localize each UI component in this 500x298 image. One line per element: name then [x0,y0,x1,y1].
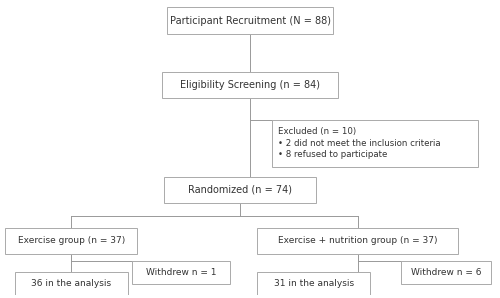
FancyBboxPatch shape [5,228,138,254]
Text: 36 in the analysis: 36 in the analysis [31,279,111,288]
Text: 31 in the analysis: 31 in the analysis [274,279,354,288]
Text: Randomized (n = 74): Randomized (n = 74) [188,185,292,195]
FancyBboxPatch shape [272,120,478,167]
Text: Participant Recruitment (N = 88): Participant Recruitment (N = 88) [170,15,330,26]
Text: Exercise + nutrition group (n = 37): Exercise + nutrition group (n = 37) [278,237,438,246]
FancyBboxPatch shape [132,260,230,284]
Text: Withdrew n = 1: Withdrew n = 1 [146,268,216,277]
Text: Exercise group (n = 37): Exercise group (n = 37) [18,237,125,246]
FancyBboxPatch shape [400,260,492,284]
FancyBboxPatch shape [258,228,458,254]
FancyBboxPatch shape [166,7,334,34]
FancyBboxPatch shape [164,177,316,203]
FancyBboxPatch shape [15,272,128,295]
FancyBboxPatch shape [162,72,338,98]
Text: Withdrew n = 6: Withdrew n = 6 [411,268,481,277]
FancyBboxPatch shape [258,272,370,295]
Text: Excluded (n = 10)
• 2 did not meet the inclusion criteria
• 8 refused to partici: Excluded (n = 10) • 2 did not meet the i… [278,127,440,159]
Text: Eligibility Screening (n = 84): Eligibility Screening (n = 84) [180,80,320,90]
